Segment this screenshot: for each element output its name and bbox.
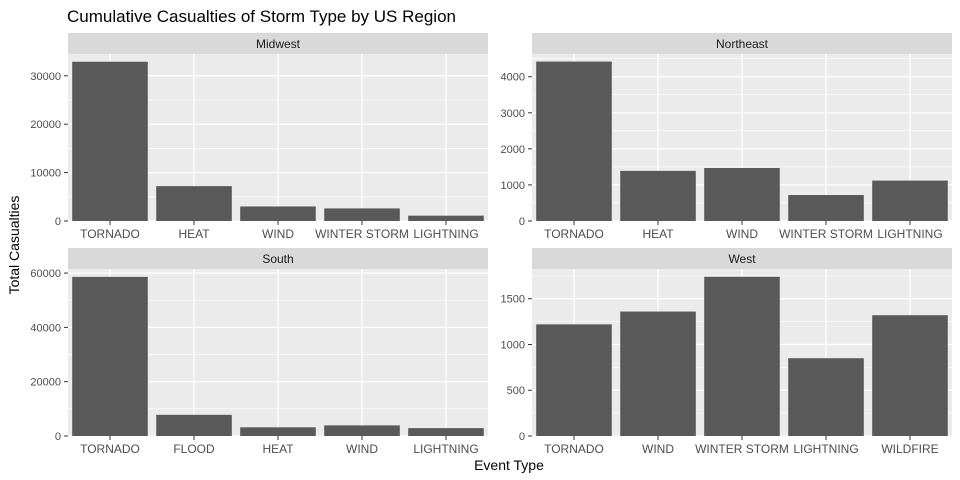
y-tick-label: 0 [55,216,61,228]
x-axis-title: Event Type [474,457,544,473]
bar-west-wind [620,311,696,436]
y-tick-label: 20000 [30,119,61,131]
x-tick-label: WINTER STORM [779,227,873,241]
x-tick-label: WILDFIRE [881,442,938,456]
x-tick-label: LIGHTNING [877,227,942,241]
bar-northeast-lightning [872,180,948,221]
y-tick-label: 10000 [30,168,61,180]
x-tick-label: WIND [262,227,294,241]
bar-south-lightning [408,428,484,436]
bar-south-tornado [72,276,148,436]
facet-strip-label: West [728,252,756,266]
chart-title: Cumulative Casualties of Storm Type by U… [67,7,456,26]
bar-west-tornado [536,324,612,436]
facet-strip-label: South [262,252,293,266]
y-tick-label: 2000 [501,144,525,156]
x-tick-label: WIND [642,442,674,456]
x-tick-label: LIGHTNING [413,227,478,241]
facet-strip [68,33,488,54]
y-tick-label: 0 [519,431,525,443]
bar-northeast-winter-storm [788,195,864,221]
y-axis-title: Total Casualties [6,196,22,295]
facet-strip [532,248,952,269]
x-tick-label: WIND [726,227,758,241]
facet-south: South 0 20000 40000 60000 TORNADO FLOOD HEAT WIN… [30,248,488,456]
bar-south-wind [324,425,400,436]
bar-northeast-wind [704,167,780,221]
facet-west: West 0 500 1000 1500 TORNADO WIND WINTER STORM L… [501,248,952,456]
bar-west-wildfire [872,315,948,436]
y-tick-label: 20000 [30,377,61,389]
y-tick-label: 1000 [501,180,525,192]
bar-west-lightning [788,358,864,436]
facet-strip [532,33,952,54]
bar-midwest-lightning [408,215,484,221]
y-tick-label: 0 [519,216,525,228]
bar-midwest-winter-storm [324,208,400,221]
facet-strip-label: Midwest [256,37,301,51]
y-tick-label: 1500 [501,294,525,306]
bar-midwest-heat [156,186,232,221]
y-tick-label: 4000 [501,72,525,84]
bar-midwest-tornado [72,61,148,221]
y-tick-label: 30000 [30,71,61,83]
y-tick-label: 1000 [501,339,525,351]
facet-midwest: Midwest 0 10000 20000 30000 TORNADO HEAT WIND WI… [30,33,488,241]
x-tick-label: WINTER STORM [315,227,409,241]
bar-northeast-tornado [536,61,612,222]
x-tick-label: TORNADO [544,227,604,241]
x-tick-label: FLOOD [173,442,215,456]
facet-strip-label: Northeast [716,37,769,51]
bar-south-heat [240,427,316,436]
x-tick-label: WINTER STORM [695,442,789,456]
y-tick-label: 0 [55,431,61,443]
y-tick-label: 3000 [501,108,525,120]
y-tick-label: 500 [507,385,525,397]
y-tick-label: 60000 [30,268,61,280]
x-tick-label: HEAT [178,227,210,241]
facet-strip [68,248,488,269]
x-tick-label: HEAT [642,227,674,241]
y-tick-label: 40000 [30,322,61,334]
facet-northeast: Northeast 0 1000 2000 3000 4000 TORNADO HEAT WIN… [501,33,952,241]
x-tick-label: LIGHTNING [413,442,478,456]
x-tick-label: HEAT [262,442,294,456]
x-tick-label: TORNADO [80,227,140,241]
x-tick-label: WIND [346,442,378,456]
bar-northeast-heat [620,170,696,221]
x-tick-label: TORNADO [80,442,140,456]
bar-west-winter-storm [704,276,780,436]
bar-south-flood [156,414,232,436]
x-tick-label: LIGHTNING [793,442,858,456]
x-tick-label: TORNADO [544,442,604,456]
bar-midwest-wind [240,206,316,221]
